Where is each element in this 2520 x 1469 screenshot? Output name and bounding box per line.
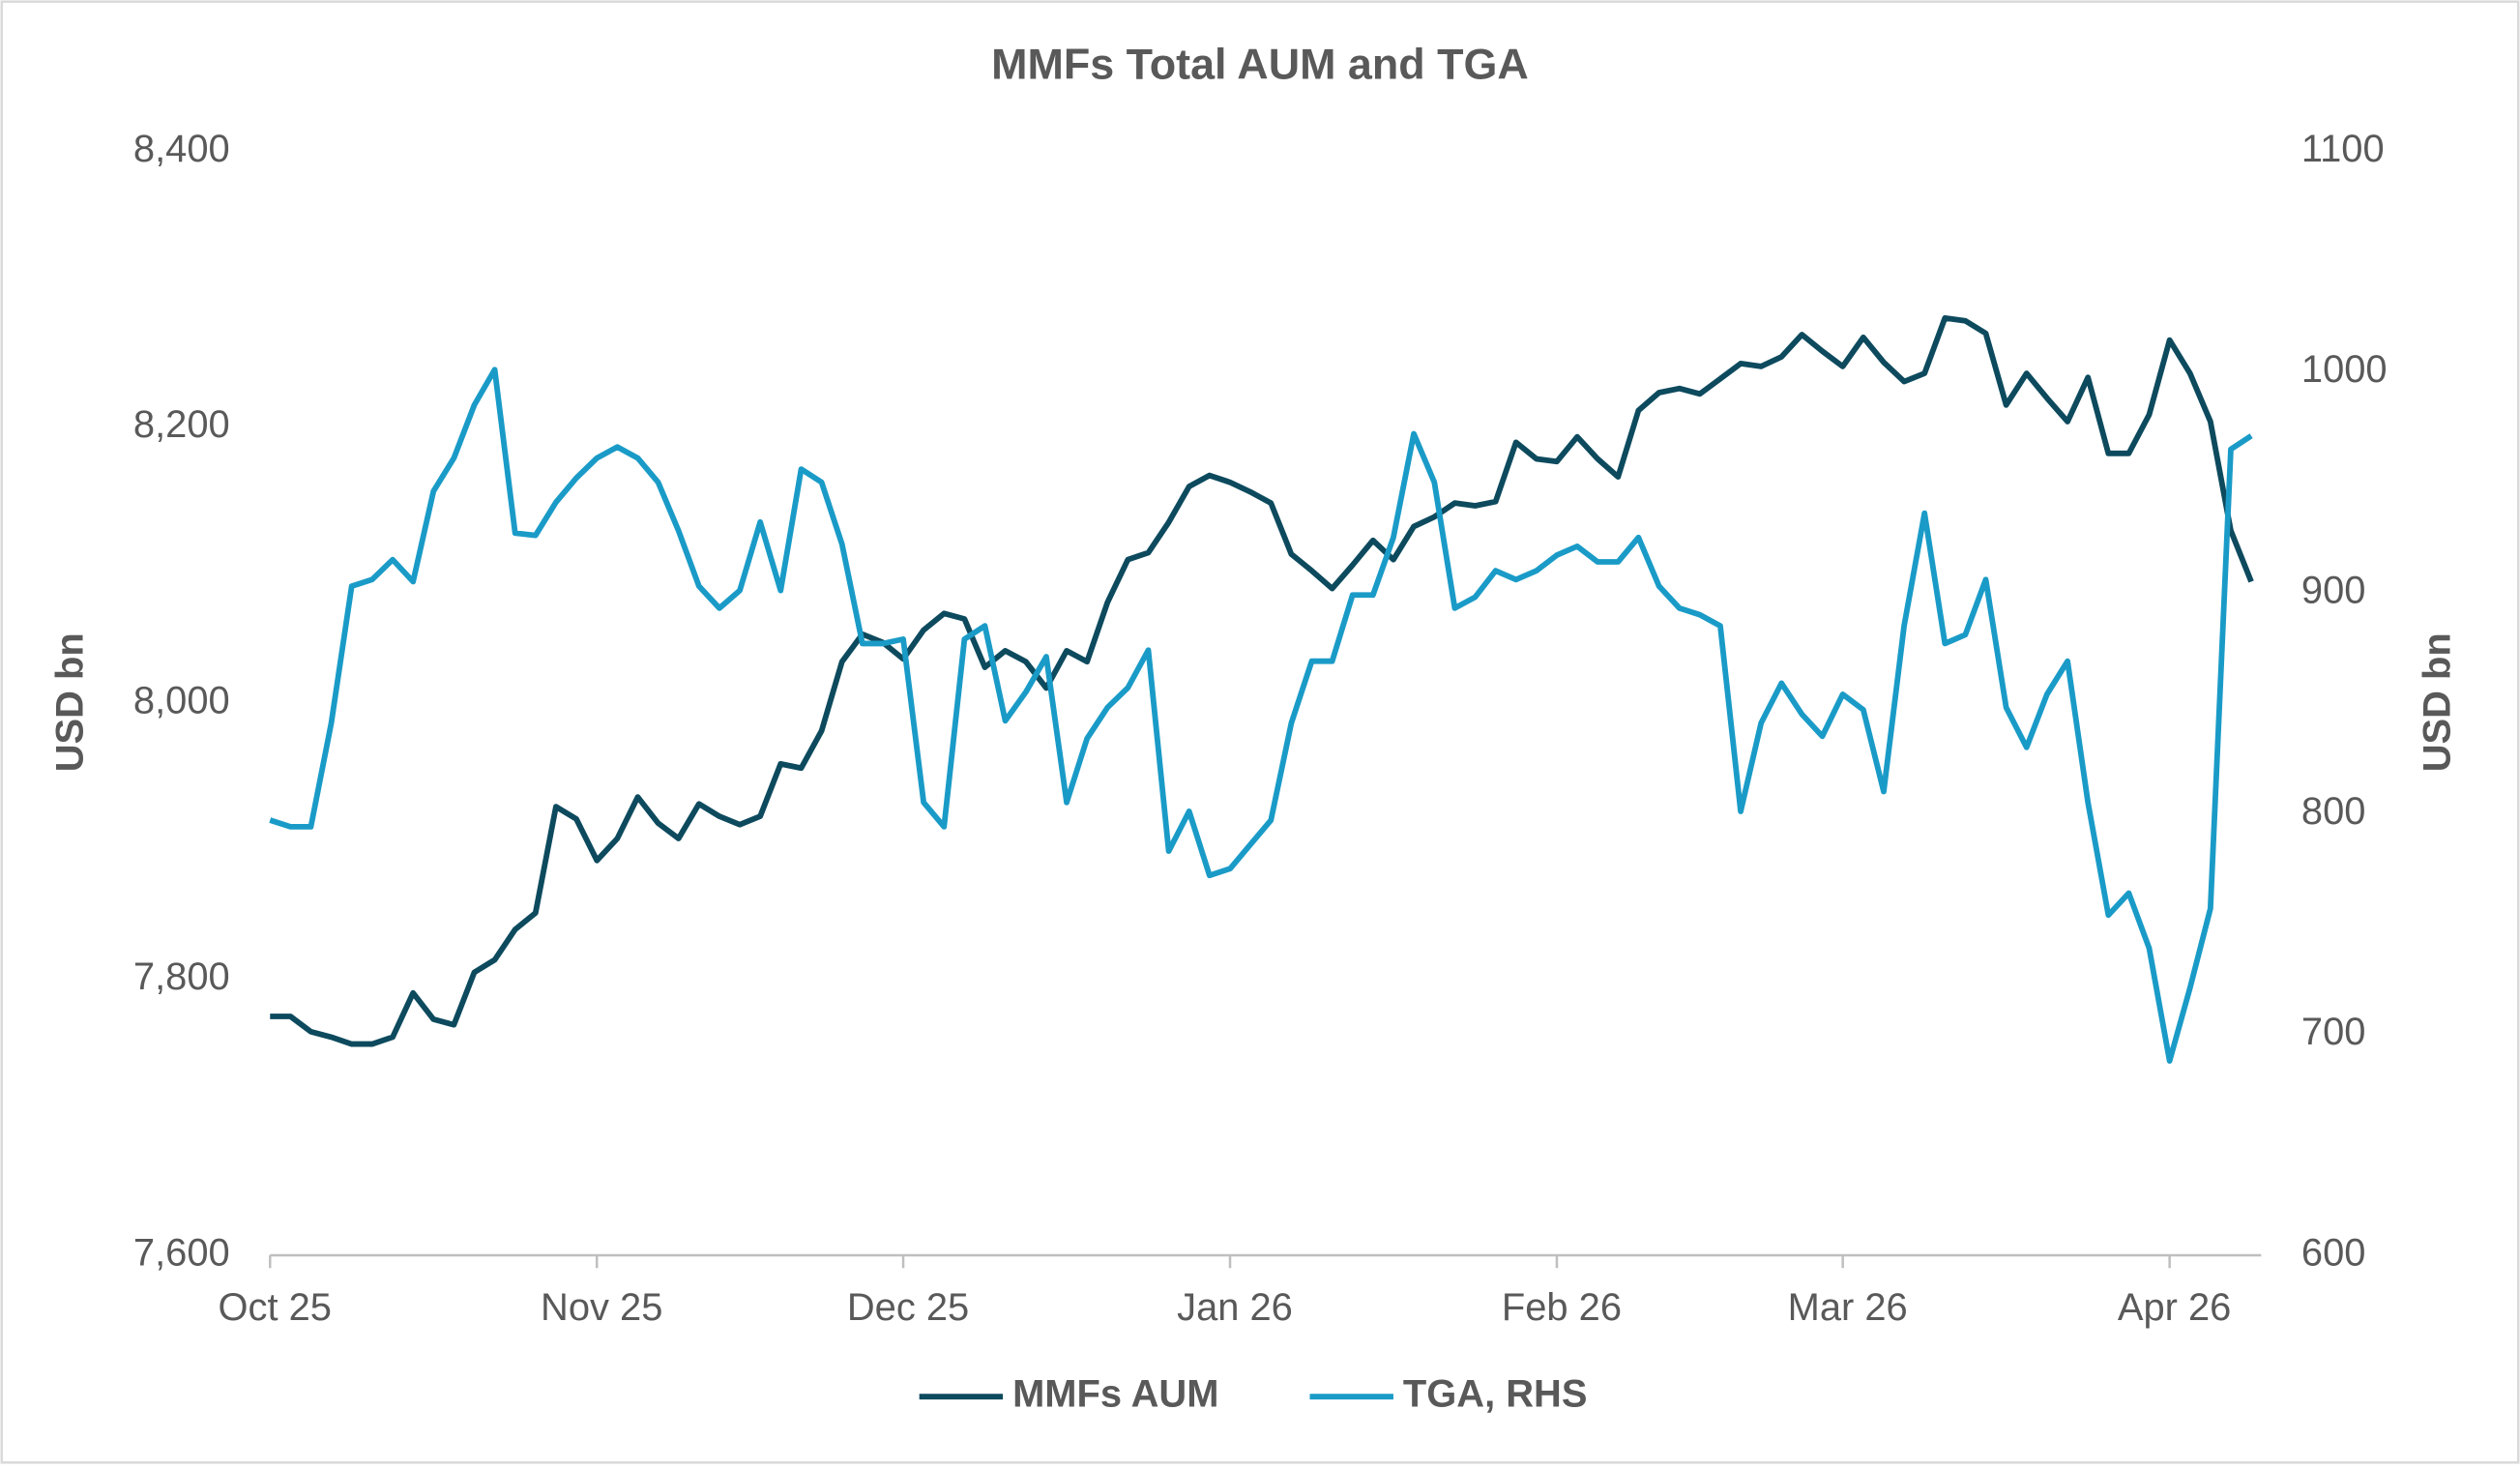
series-line xyxy=(270,314,2254,1047)
y2-axis-title: USD bn xyxy=(2416,632,2458,772)
x-tick-label: Oct 25 xyxy=(219,1286,332,1329)
x-tick-label: Feb 26 xyxy=(1502,1286,1622,1329)
y2-tick-label: 600 xyxy=(2301,1231,2366,1274)
y2-tick-label: 1000 xyxy=(2301,348,2388,391)
x-tick-label: Apr 26 xyxy=(2118,1286,2231,1329)
x-tick-label: Mar 26 xyxy=(1788,1286,1908,1329)
x-tick-label: Nov 25 xyxy=(541,1286,662,1329)
y2-tick-label: 1100 xyxy=(2301,128,2385,170)
y-tick-label: 8,000 xyxy=(133,680,230,722)
y-axis-title: USD bn xyxy=(48,632,91,772)
legend-label: TGA, RHS xyxy=(1403,1373,1588,1416)
y-tick-label: 7,800 xyxy=(133,955,230,998)
y2-tick-label: 900 xyxy=(2301,569,2366,611)
y-tick-label: 8,400 xyxy=(133,128,230,170)
legend-label: MMFs AUM xyxy=(1012,1373,1218,1416)
chart-title: MMFs Total AUM and TGA xyxy=(991,40,1529,89)
y-tick-label: 7,600 xyxy=(133,1231,230,1274)
series-line xyxy=(269,367,2253,1064)
y2-tick-label: 700 xyxy=(2301,1011,2366,1053)
x-tick-label: Dec 25 xyxy=(847,1286,969,1329)
y2-tick-label: 800 xyxy=(2301,790,2366,833)
y-tick-label: 8,200 xyxy=(133,403,230,446)
x-tick-label: Jan 26 xyxy=(1177,1286,1293,1329)
